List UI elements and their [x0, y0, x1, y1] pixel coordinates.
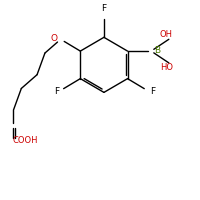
Text: OH: OH	[160, 30, 173, 39]
Text: HO: HO	[160, 63, 173, 72]
Text: O: O	[51, 34, 58, 43]
Text: F: F	[150, 87, 155, 96]
Text: B: B	[154, 46, 160, 55]
Text: F: F	[101, 4, 106, 13]
Text: F: F	[55, 87, 60, 96]
Text: COOH: COOH	[12, 136, 38, 145]
